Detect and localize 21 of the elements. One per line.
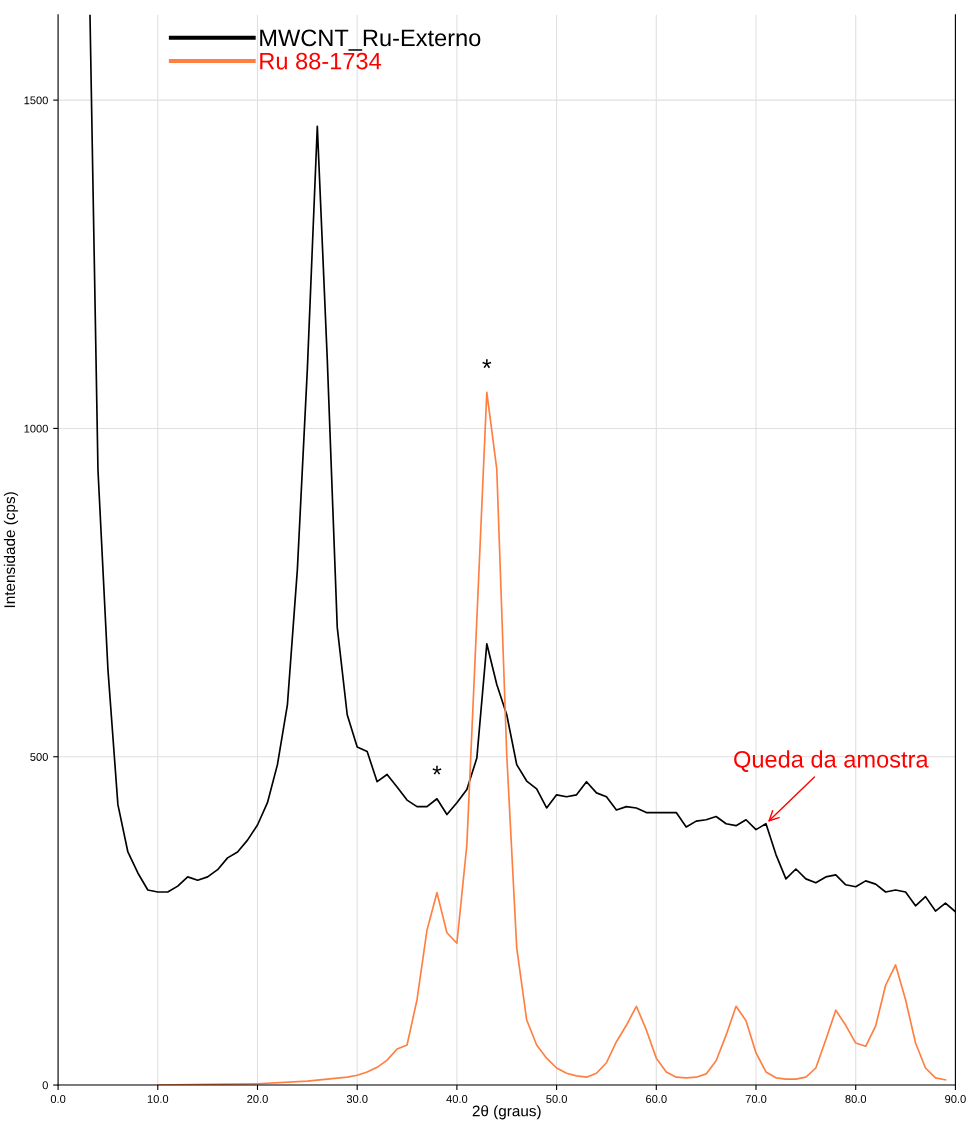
y-tick-label: 500 bbox=[30, 753, 48, 761]
x-axis-title: 2θ (graus) bbox=[472, 1105, 541, 1120]
annotation: * bbox=[432, 765, 442, 775]
x-tick-label: 10.0 bbox=[147, 1095, 169, 1103]
legend-label: Ru 88-1734 bbox=[260, 52, 382, 70]
y-tick-label: 0 bbox=[42, 1081, 48, 1090]
y-axis-title: Intensidade (cps) bbox=[3, 492, 19, 608]
x-tick-label: 50.0 bbox=[546, 1095, 567, 1103]
x-tick-label: 60.0 bbox=[646, 1095, 667, 1103]
legend-label: MWCNT_Ru-Externo bbox=[260, 29, 481, 51]
x-tick-label: 30.0 bbox=[346, 1095, 368, 1103]
annotation: Queda da amostra bbox=[734, 750, 929, 772]
x-tick-label: 20.0 bbox=[247, 1095, 268, 1103]
x-tick-label: 40.0 bbox=[446, 1095, 468, 1103]
annotation: * bbox=[482, 359, 492, 369]
x-tick-label: 70.0 bbox=[745, 1095, 767, 1103]
x-tick-label: 90.0 bbox=[945, 1095, 966, 1103]
y-tick-label: 1000 bbox=[24, 424, 48, 433]
x-tick-label: 0.0 bbox=[50, 1095, 66, 1103]
x-tick-label: 80.0 bbox=[845, 1095, 867, 1103]
y-tick-label: 1500 bbox=[24, 96, 48, 105]
